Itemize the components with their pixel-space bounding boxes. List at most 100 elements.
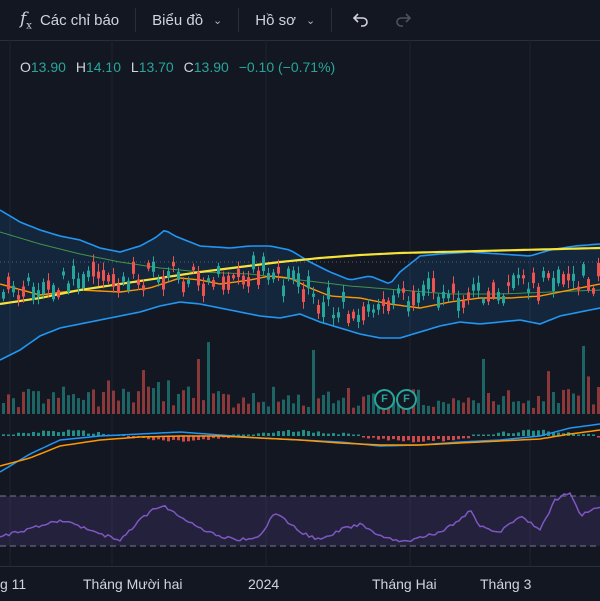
macd-line [0, 423, 600, 473]
candle-body [342, 291, 345, 302]
macd-bar [467, 436, 470, 439]
candle-body [297, 273, 300, 287]
macd-bar [27, 433, 30, 436]
event-marker-f[interactable]: F [374, 389, 395, 410]
volume-bar [522, 403, 525, 414]
volume-bar [292, 403, 295, 414]
candle-body [47, 280, 50, 290]
volume-bar [387, 405, 390, 414]
candle-body [247, 277, 250, 287]
volume-bar [392, 397, 395, 414]
volume-bar [102, 392, 105, 414]
volume-bar [282, 399, 285, 414]
macd-bar [587, 433, 590, 436]
macd-bar [102, 433, 105, 436]
volume-bar [172, 405, 175, 414]
candle-body [292, 270, 295, 281]
macd-bar [557, 432, 560, 436]
volume-bar [322, 394, 325, 414]
macd-bar [157, 436, 160, 440]
volume-bar [27, 388, 30, 414]
candle-body [277, 266, 280, 274]
indicators-button[interactable]: fx Các chỉ báo [20, 0, 119, 40]
macd-bar [407, 436, 410, 441]
macd-histogram [2, 429, 600, 443]
candle-body [132, 261, 135, 274]
macd-bar [237, 434, 240, 436]
volume-bar [312, 349, 315, 414]
volume-bar [537, 395, 540, 414]
macd-bar [217, 436, 220, 439]
candle-body [427, 278, 430, 290]
volume-bar [207, 342, 210, 414]
candle-body [382, 299, 385, 306]
macd-bar [57, 432, 60, 436]
macd-bar [97, 432, 100, 436]
macd-bar [572, 433, 575, 436]
macd-bar [277, 431, 280, 436]
volume-bar [107, 380, 110, 414]
candle-body [87, 270, 90, 278]
macd-bar [87, 433, 90, 436]
low-key: L [130, 59, 139, 75]
macd-bar [597, 436, 600, 438]
candle-body [62, 271, 65, 276]
profile-menu-button[interactable]: Hồ sơ ⌄ [255, 0, 315, 40]
macd-bar [297, 431, 300, 436]
high-key: H [75, 59, 86, 75]
candle-body [177, 271, 180, 280]
candle-body [242, 275, 245, 285]
volume-bar [162, 401, 165, 414]
macd-bar [272, 432, 275, 436]
volume-bar [152, 388, 155, 414]
volume-bar [597, 387, 600, 414]
price-chart[interactable] [0, 40, 600, 566]
redo-button[interactable] [394, 0, 414, 40]
volume-bar [357, 405, 360, 414]
candle-body [422, 284, 425, 296]
macd-bar [412, 436, 415, 443]
macd-bar [397, 436, 400, 441]
macd-bar [302, 429, 305, 436]
candle-body [377, 304, 380, 310]
macd-bar [52, 431, 55, 436]
candle-body [122, 276, 125, 282]
candle-body [372, 309, 375, 313]
macd-bar [427, 436, 430, 441]
macd-bar [382, 436, 385, 439]
candle-body [237, 269, 240, 278]
chart-menu-button[interactable]: Biểu đồ ⌄ [152, 0, 222, 40]
macd-bar [497, 432, 500, 436]
volume-bar [377, 406, 380, 414]
candle-body [387, 300, 390, 311]
toolbar-divider [238, 8, 240, 32]
signal-line [0, 429, 600, 467]
macd-bar [387, 436, 390, 441]
macd-bar [127, 436, 130, 438]
time-label: Tháng Hai [372, 576, 437, 592]
macd-bar [22, 432, 25, 436]
candle-body [172, 262, 175, 267]
volume-bar [242, 397, 245, 414]
volume-bar [47, 398, 50, 414]
macd-bar [147, 436, 150, 440]
macd-bar [417, 436, 420, 442]
candle-body [212, 280, 215, 287]
macd-bar [527, 429, 530, 436]
candle-body [572, 273, 575, 281]
volume-bar [122, 388, 125, 414]
volume-bar [57, 397, 60, 414]
macd-bar [12, 434, 15, 436]
volume-bar [437, 400, 440, 414]
volume-bar [502, 396, 505, 414]
undo-button[interactable] [350, 0, 370, 40]
volume-bar [347, 387, 350, 414]
macd-bar [512, 433, 515, 436]
event-marker-f[interactable]: F [396, 389, 417, 410]
candle-body [317, 305, 320, 314]
candle-body [227, 275, 230, 290]
volume-bar [212, 393, 215, 414]
macd-bar [67, 429, 70, 436]
candle-body [512, 275, 515, 289]
macd-bar [577, 434, 580, 436]
